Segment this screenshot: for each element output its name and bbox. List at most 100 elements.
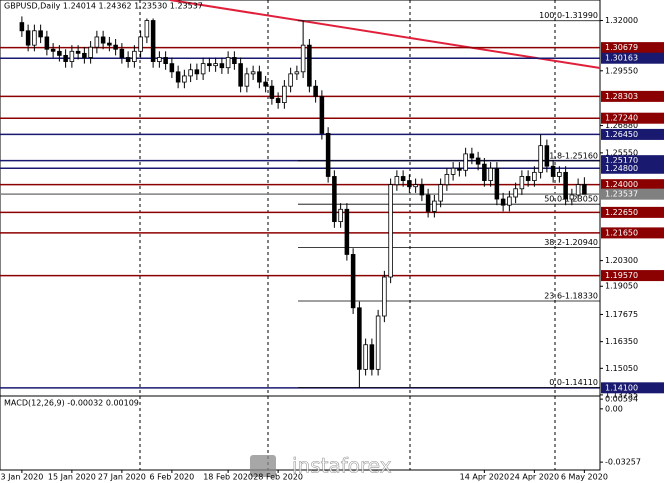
- level-tag: 1.22650: [601, 206, 664, 218]
- candle-body: [225, 57, 231, 69]
- candle-body: [425, 194, 431, 212]
- candle-body: [100, 36, 106, 44]
- candle-body: [438, 184, 443, 202]
- level-box: [601, 128, 664, 140]
- candle-body: [32, 30, 37, 46]
- level-tag: 1.14100: [601, 382, 664, 394]
- x-tick-label: 24 Apr 2020: [510, 473, 559, 482]
- x-tick-label: 6 May 2020: [561, 473, 608, 482]
- candle-body: [332, 176, 337, 223]
- candle-body: [382, 276, 387, 317]
- candle-body: [194, 69, 200, 75]
- y-tick-label: 1.25550: [605, 148, 638, 157]
- candle-body: [19, 22, 25, 32]
- level-box: [601, 227, 664, 239]
- candle-body: [175, 71, 181, 83]
- candle-body: [282, 85, 287, 103]
- candle-body: [407, 180, 412, 188]
- candle-body: [75, 50, 81, 54]
- x-tick-label: 3 Jan 2020: [0, 473, 43, 482]
- level-label: 1.25170: [605, 156, 638, 165]
- candle-body: [375, 315, 381, 370]
- macd-y-tick-label: 0.00594: [605, 395, 638, 404]
- watermark-text: instaforex: [292, 454, 392, 478]
- candle-body: [288, 73, 293, 87]
- macd-y-tick-label: -0.03257: [605, 458, 641, 467]
- candle-body: [119, 48, 125, 58]
- candle-body: [238, 63, 243, 87]
- candle-body: [113, 44, 118, 50]
- candle-body: [369, 344, 375, 370]
- level-box: [601, 270, 664, 282]
- candle-body: [244, 73, 250, 87]
- level-label: 1.24800: [605, 164, 638, 173]
- level-tag: 1.26450: [601, 128, 664, 140]
- level-label: 1.26450: [605, 130, 638, 139]
- plot: 100.0-1.3199061.8-1.2516050.0-1.2305038.…: [0, 11, 600, 389]
- candle-body: [325, 132, 331, 177]
- candle-body: [263, 81, 268, 87]
- y-tick-label: 1.19050: [605, 282, 638, 291]
- level-box: [601, 42, 664, 54]
- level-tag: 1.21650: [601, 227, 664, 239]
- macd-label: MACD(12,26,9) -0.00032 0.00109: [4, 399, 139, 408]
- candle-body: [132, 50, 137, 62]
- candle-body: [313, 85, 318, 97]
- candle-body: [569, 194, 575, 200]
- level-tag: 1.27240: [601, 112, 664, 124]
- candle-body: [538, 145, 543, 173]
- level-label: 1.30679: [605, 43, 638, 52]
- candle-body: [344, 208, 350, 255]
- candle-body: [419, 184, 425, 196]
- candle-body: [294, 71, 300, 75]
- candle-body: [557, 171, 562, 177]
- period-separators: [139, 0, 556, 470]
- candle-body: [413, 184, 418, 188]
- candle-body: [544, 145, 550, 167]
- level-tag: 1.24800: [601, 162, 664, 174]
- level-tag: 1.23537: [601, 188, 664, 200]
- candle-body: [25, 30, 31, 46]
- watermark: instaforex: [250, 453, 392, 478]
- x-tick-label: 6 Feb 2020: [150, 473, 195, 482]
- candle-body: [144, 20, 150, 38]
- candle-body: [169, 63, 175, 73]
- fibo-label: 0.0-1.14110: [549, 378, 598, 387]
- y-tick-label: 1.20300: [605, 256, 638, 265]
- candle-body: [388, 184, 393, 278]
- candle-body: [444, 174, 450, 186]
- candle-body: [213, 63, 218, 67]
- candle-body: [507, 196, 512, 206]
- candle-body: [525, 176, 531, 181]
- fibo-label: 38.2-1.20940: [544, 238, 598, 247]
- candle-body: [94, 36, 100, 48]
- candle-body: [150, 20, 156, 62]
- candle-body: [38, 30, 43, 38]
- candle-body: [125, 57, 131, 62]
- candle-body: [50, 48, 56, 52]
- candle-body: [307, 44, 312, 87]
- candle-body: [157, 57, 162, 62]
- x-tick-label: 27 Jan 2020: [98, 473, 146, 482]
- candle-body: [457, 167, 462, 171]
- level-label: 1.22650: [605, 208, 638, 217]
- candle-body: [138, 36, 143, 52]
- y-tick-label: 1.29550: [605, 66, 638, 75]
- x-tick-label: 14 Apr 2020: [460, 473, 509, 482]
- level-label: 1.19570: [605, 271, 638, 280]
- y-tick-label: 1.26880: [605, 121, 638, 130]
- candle-body: [219, 63, 225, 69]
- level-box: [601, 52, 664, 64]
- candle-body: [513, 188, 518, 198]
- level-box: [601, 382, 664, 394]
- candle-body: [69, 50, 75, 62]
- level-label: 1.27240: [605, 114, 638, 123]
- level-box: [601, 162, 664, 174]
- candle-body: [500, 198, 506, 206]
- y-tick-label: 1.13755: [605, 390, 638, 399]
- level-label: 1.28303: [605, 92, 638, 101]
- x-tick-label: 18 Feb 2020: [203, 473, 253, 482]
- candle-body: [232, 57, 237, 65]
- candle-body: [338, 208, 343, 223]
